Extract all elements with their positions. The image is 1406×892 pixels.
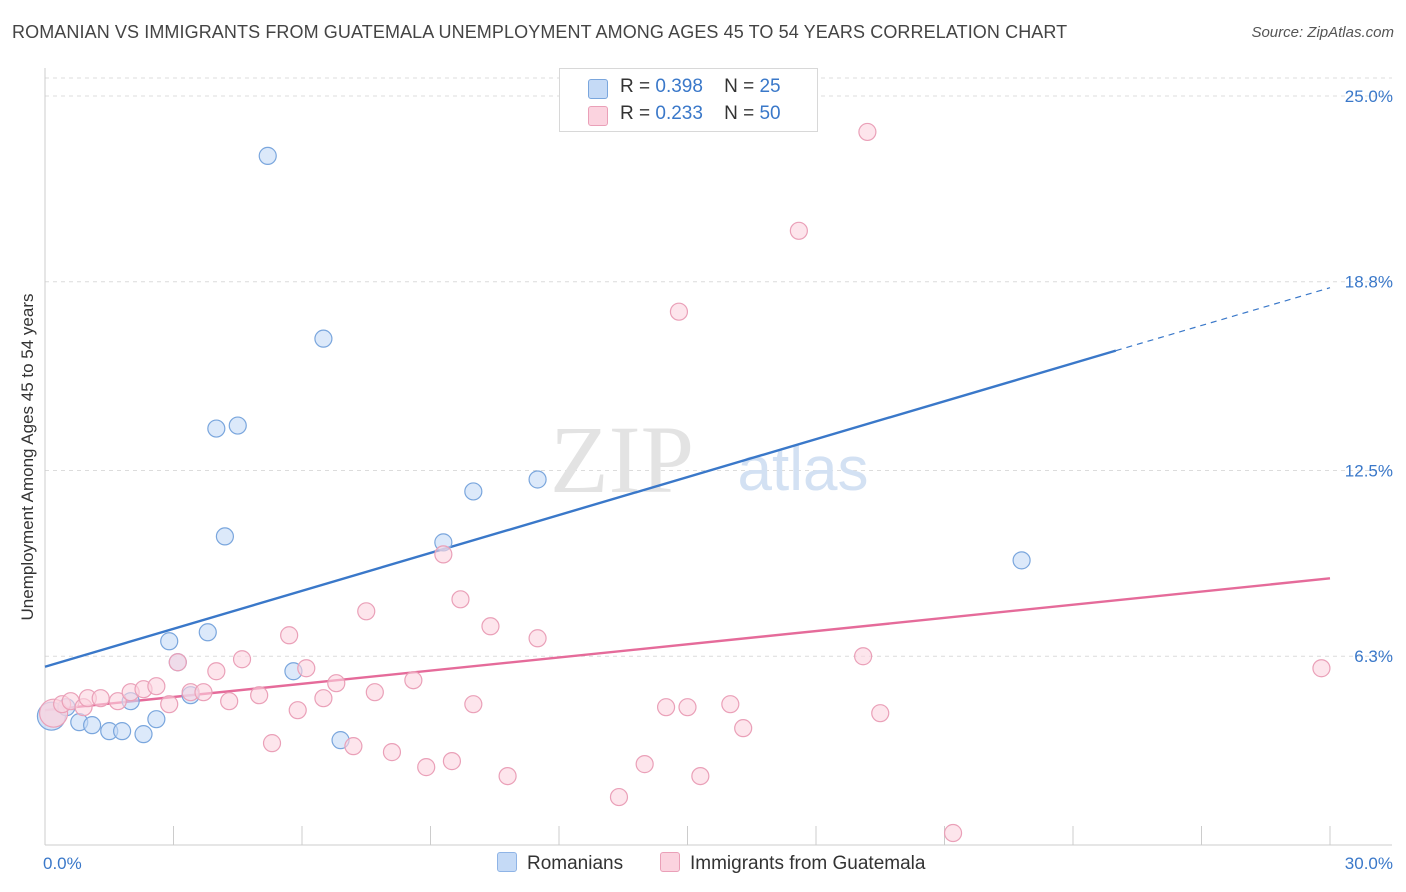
n-label: N = [724,76,755,97]
data-point [1012,551,1031,570]
data-point [160,695,179,714]
data-point [314,329,333,348]
axes [44,68,1392,846]
data-point [442,752,462,771]
data-point [207,662,226,681]
data-point [91,689,110,708]
data-point [528,629,547,648]
watermark-atlas: atlas [738,435,869,504]
data-point [528,470,547,489]
data-point [498,766,517,786]
data-point [609,787,629,807]
data-point [789,221,808,240]
data-point [314,689,333,708]
data-point [691,766,710,786]
data-point [734,719,753,738]
grid-lines [45,77,1392,657]
data-point [481,617,500,636]
y-tick-label: 6.3% [1354,647,1393,666]
legend-label-romanians: Romanians [527,853,624,874]
data-point [635,755,654,774]
data-points [36,122,1331,843]
data-point [134,725,153,744]
data-point [871,704,890,723]
data-point [194,683,213,702]
guatemala-swatch [588,106,608,126]
n-label: N = [724,103,755,124]
legend-label-guatemala: Immigrants from Guatemala [690,853,926,874]
data-point [854,647,873,666]
data-point [656,698,676,717]
data-point [198,623,217,642]
n-value: 25 [759,76,781,97]
watermark: ZIP atlas [550,406,868,513]
data-point [207,419,226,438]
data-point [215,527,234,546]
x-tick-label: 30.0% [1345,854,1393,873]
data-point [382,743,402,762]
data-point [160,632,179,651]
data-point [258,146,277,165]
data-point [669,302,689,321]
data-point [297,659,316,678]
guatemala-legend-swatch [660,852,680,872]
data-point [112,722,132,741]
romanians-swatch [588,79,608,99]
stats-legend: R = 0.398 N = 25 R = 0.233 N = 50 [559,68,818,132]
data-point [357,602,376,621]
data-point [228,416,247,435]
r-label: R = [620,103,651,124]
y-tick-label: 12.5% [1345,461,1393,480]
data-point [327,674,346,693]
data-point [1312,659,1331,678]
data-point [365,683,384,702]
data-point [464,695,483,714]
y-tick-label: 25.0% [1345,87,1393,106]
data-point [404,671,423,690]
data-point [250,686,269,705]
data-point [344,737,363,756]
tick-labels: 6.3% 12.5% 18.8% 25.0% 0.0% 30.0% [43,87,1393,873]
data-point [858,122,877,142]
data-point [464,482,483,501]
data-point [721,695,740,714]
data-point [434,545,453,564]
data-point [232,650,252,669]
trend-extension-romanians [1115,287,1331,352]
data-point [147,710,166,729]
data-point [262,734,282,753]
n-value: 50 [759,103,781,124]
legend-item-romanians[interactable]: Romanians [497,852,623,875]
data-point [108,692,127,711]
r-label: R = [620,76,651,97]
trend-line-guatemala [44,577,1331,712]
legend-item-guatemala[interactable]: Immigrants from Guatemala [660,852,925,875]
data-point [288,701,307,720]
series-points-romanians [36,146,1031,750]
y-axis-label: Unemployment Among Ages 45 to 54 years [18,293,37,621]
data-point [83,716,102,735]
r-value: 0.233 [655,103,703,124]
series-points-guatemala [38,122,1331,843]
x-tick-label: 0.0% [43,854,82,873]
data-point [451,590,470,609]
data-point [280,626,299,645]
trend-line-romanians [44,349,1117,668]
chart-title: ROMANIAN VS IMMIGRANTS FROM GUATEMALA UN… [12,22,1068,42]
romanians-legend-swatch [497,852,517,872]
data-point [168,653,187,672]
y-tick-label: 18.8% [1345,273,1393,292]
data-point [147,677,166,696]
data-point [678,698,697,717]
r-value: 0.398 [655,76,703,97]
source-label: Source: ZipAtlas.com [1251,24,1394,41]
data-point [943,823,963,843]
data-point [417,758,436,777]
data-point [220,692,239,711]
